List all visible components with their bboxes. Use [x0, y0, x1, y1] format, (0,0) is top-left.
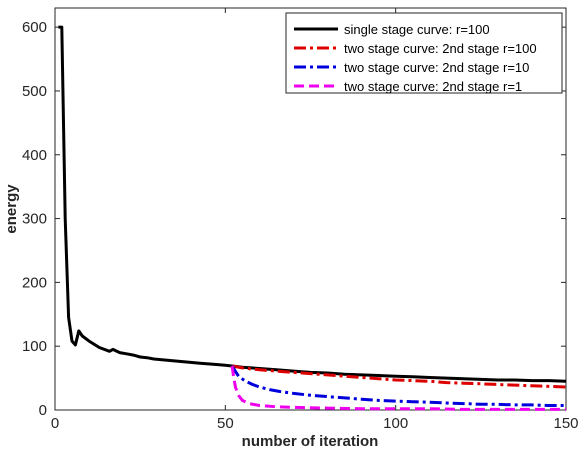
legend-label-2: two stage curve: 2nd stage r=100 [344, 41, 537, 56]
y-tick-label: 0 [39, 402, 47, 419]
y-axis-label: energy [3, 184, 20, 234]
data-series [58, 25, 567, 411]
y-tick-label: 200 [22, 274, 47, 291]
y-tick-label: 300 [22, 211, 47, 228]
series-line-2 [231, 364, 567, 389]
y-tick-label: 100 [22, 338, 47, 355]
legend: single stage curve: r=100 two stage curve… [285, 12, 563, 94]
series-line-4 [230, 365, 566, 411]
legend-box [285, 12, 563, 94]
x-tick-label: 100 [383, 415, 408, 432]
axis-ticks: 0 50 100 150 0 100 200 300 400 500 600 [22, 8, 579, 432]
y-tick-label: 500 [22, 83, 47, 100]
x-tick-label: 0 [51, 415, 59, 432]
x-tick-label: 50 [217, 415, 234, 432]
series-line-1 [58, 25, 567, 383]
y-tick-label: 600 [22, 19, 47, 36]
legend-label-4: two stage curve: 2nd stage r=1 [344, 79, 522, 94]
x-tick-label: 150 [553, 415, 578, 432]
legend-label-3: two stage curve: 2nd stage r=10 [344, 60, 529, 75]
x-axis-label: number of iteration [242, 433, 379, 450]
series-line-3 [230, 365, 566, 407]
legend-label-1: single stage curve: r=100 [344, 22, 490, 37]
y-tick-label: 400 [22, 147, 47, 164]
